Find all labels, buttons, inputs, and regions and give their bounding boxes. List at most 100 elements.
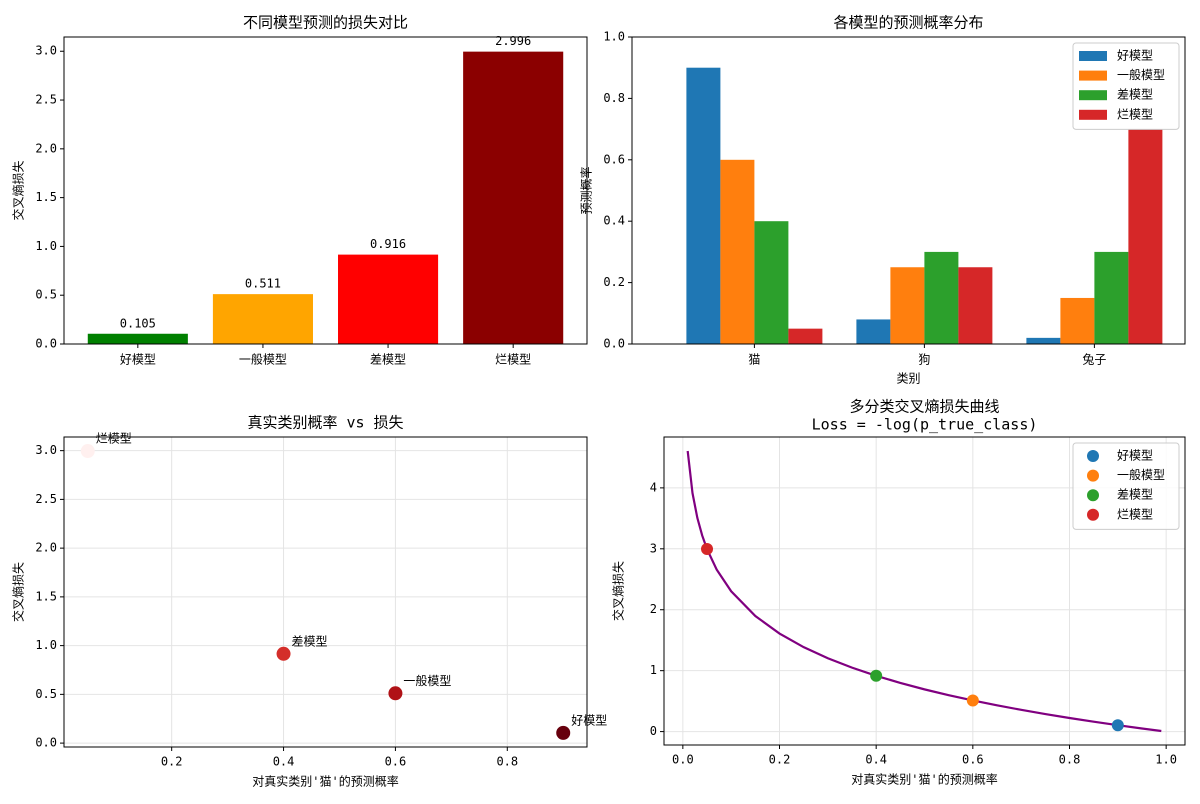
y-tick-label: 0.2 xyxy=(603,275,625,289)
legend-label: 一般模型 xyxy=(1117,67,1165,82)
x-tick-label: 0.2 xyxy=(161,755,183,769)
axes-frame xyxy=(631,36,1186,345)
y-tick-label: 0.0 xyxy=(603,337,625,351)
model-point xyxy=(966,694,979,707)
x-axis-label: 类别 xyxy=(896,372,920,386)
x-tick-label: 0.2 xyxy=(769,753,791,767)
bar xyxy=(1026,337,1061,344)
scatter-point xyxy=(388,686,403,701)
model-point xyxy=(701,543,714,556)
y-tick-label: 1 xyxy=(650,663,657,677)
bar xyxy=(856,319,891,344)
point-annotation: 差模型 xyxy=(292,634,328,648)
scatter-point xyxy=(276,646,291,661)
chart-title: 各模型的预测概率分布 xyxy=(833,14,983,32)
x-tick-label: 兔子 xyxy=(1082,352,1106,367)
bar xyxy=(890,267,925,344)
legend-label: 烂模型 xyxy=(1117,107,1153,121)
legend-box xyxy=(1072,442,1180,530)
x-tick-label: 0.0 xyxy=(672,753,694,767)
y-axis-label: 交叉熵损失 xyxy=(611,561,626,621)
point-annotation: 一般模型 xyxy=(403,673,451,688)
x-tick-label: 猫 xyxy=(748,353,760,367)
data-label: 0.105 xyxy=(120,316,156,330)
axes-frame xyxy=(663,436,1186,746)
y-axis-label: 交叉熵损失 xyxy=(11,160,26,220)
y-tick-label: 0.6 xyxy=(603,152,625,166)
y-tick-label: 3.0 xyxy=(35,44,57,58)
legend-label: 差模型 xyxy=(1117,88,1153,102)
y-tick-label: 3 xyxy=(650,541,657,555)
chart-subtitle: Loss = -log(p_true_class) xyxy=(812,416,1038,434)
y-axis-label: 预测概率 xyxy=(579,166,594,214)
bar xyxy=(720,159,755,344)
y-tick-label: 0.0 xyxy=(35,736,57,750)
legend-label: 一般模型 xyxy=(1117,467,1165,482)
y-tick-label: 2 xyxy=(650,602,657,616)
x-tick-label: 0.8 xyxy=(1059,753,1081,767)
bar xyxy=(788,328,823,344)
model-point xyxy=(870,669,883,682)
y-tick-label: 0.5 xyxy=(35,687,57,701)
y-tick-label: 0 xyxy=(650,724,657,738)
y-axis-label: 交叉熵损失 xyxy=(11,562,26,622)
legend-marker xyxy=(1087,469,1099,482)
data-label: 0.916 xyxy=(370,237,406,251)
bar xyxy=(754,221,789,344)
bar xyxy=(958,267,993,344)
legend-label: 好模型 xyxy=(1117,449,1153,463)
y-tick-label: 0.0 xyxy=(35,337,57,351)
x-tick-label: 0.6 xyxy=(385,755,407,769)
legend-marker xyxy=(1087,508,1099,521)
x-tick-label: 0.6 xyxy=(962,753,984,767)
legend-marker xyxy=(1087,450,1099,462)
x-tick-label: 差模型 xyxy=(370,353,406,367)
legend-swatch xyxy=(1079,70,1107,81)
x-tick-label: 0.4 xyxy=(273,755,295,769)
bar xyxy=(686,67,721,344)
bar xyxy=(463,51,564,344)
y-tick-label: 0.8 xyxy=(603,91,625,105)
x-axis-label: 对真实类别'猫'的预测概率 xyxy=(851,772,997,787)
x-tick-label: 狗 xyxy=(918,353,930,367)
point-annotation: 好模型 xyxy=(571,713,607,727)
x-tick-label: 1.0 xyxy=(1155,753,1177,767)
legend-swatch xyxy=(1079,51,1107,61)
y-tick-label: 0.4 xyxy=(603,214,625,228)
y-tick-label: 2.5 xyxy=(35,93,57,107)
y-tick-label: 2.0 xyxy=(35,141,57,155)
bar xyxy=(1128,129,1163,344)
bar xyxy=(924,251,959,344)
axes-frame xyxy=(63,36,588,345)
chart-title: 多分类交叉熵损失曲线 xyxy=(849,398,999,416)
x-tick-label: 好模型 xyxy=(120,353,156,367)
y-tick-label: 1.5 xyxy=(35,190,57,204)
bar xyxy=(212,294,313,344)
bar xyxy=(1060,297,1095,344)
legend-swatch xyxy=(1079,90,1107,101)
bar xyxy=(338,254,439,344)
y-tick-label: 1.0 xyxy=(35,239,57,253)
chart-title: 不同模型预测的损失对比 xyxy=(243,14,408,32)
y-tick-label: 4 xyxy=(650,480,657,494)
y-tick-label: 2.5 xyxy=(35,492,57,506)
y-tick-label: 1.5 xyxy=(35,589,57,603)
data-label: 0.511 xyxy=(245,277,281,291)
point-annotation: 烂模型 xyxy=(96,432,132,446)
axes-frame xyxy=(63,436,588,748)
legend-marker xyxy=(1087,489,1099,502)
bar xyxy=(1094,251,1129,344)
legend-label: 差模型 xyxy=(1117,488,1153,502)
bar xyxy=(87,333,188,344)
data-label: 2.996 xyxy=(495,34,531,48)
y-tick-label: 1.0 xyxy=(603,30,625,44)
x-tick-label: 烂模型 xyxy=(495,353,531,367)
x-tick-label: 0.4 xyxy=(865,753,887,767)
scatter-point xyxy=(80,444,95,459)
legend-label: 烂模型 xyxy=(1117,507,1153,521)
chart-title: 真实类别概率 vs 损失 xyxy=(247,414,403,432)
x-tick-label: 0.8 xyxy=(496,755,518,769)
legend-box xyxy=(1072,42,1180,130)
y-tick-label: 3.0 xyxy=(35,443,57,457)
